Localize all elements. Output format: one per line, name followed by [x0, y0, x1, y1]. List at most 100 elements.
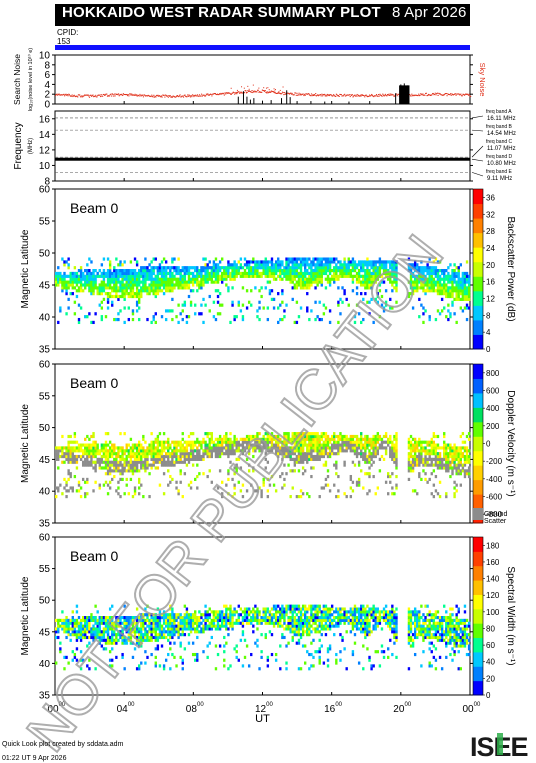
power-cell [328, 277, 332, 281]
velocity-cell [297, 457, 301, 461]
power-cell [416, 277, 419, 281]
sky-noise-point [450, 94, 452, 96]
velocity-cell [293, 449, 296, 453]
power-cell [98, 303, 101, 307]
power-cell [210, 271, 213, 276]
title-bar [55, 4, 470, 26]
velocity-cell [318, 454, 321, 459]
width-cell [187, 627, 191, 631]
power-colorbar-segment [473, 345, 483, 350]
width-cell [158, 627, 162, 631]
power-cell [125, 269, 128, 273]
power-cell [162, 277, 166, 281]
power-cell [299, 263, 303, 267]
power-cell [312, 263, 315, 267]
velocity-cell [349, 495, 353, 499]
velocity-ylabel: Magnetic Latitude [20, 404, 31, 483]
velocity-cell [210, 440, 213, 444]
sky-noise-point [465, 93, 468, 95]
sky-noise-point [369, 94, 371, 96]
velocity-cell [349, 477, 353, 482]
power-cell [428, 277, 431, 281]
power-cell [119, 280, 122, 284]
sky-noise-point [324, 95, 326, 97]
velocity-cell [264, 432, 267, 436]
power-cell [376, 271, 379, 276]
power-cell [355, 266, 359, 270]
velocity-cell [337, 449, 340, 453]
velocity-ytick-label: 35 [39, 519, 51, 530]
power-cell [445, 283, 448, 287]
power-cell [318, 271, 321, 276]
velocity-colorbar-segment [473, 472, 483, 477]
velocity-cell [189, 486, 193, 490]
velocity-colorbar-tick-label: 200 [486, 422, 500, 431]
power-cell [63, 263, 66, 267]
velocity-cell [411, 446, 415, 450]
velocity-cell [308, 454, 311, 459]
power-cell [133, 294, 137, 299]
power-cell [357, 312, 361, 316]
velocity-cell [135, 460, 139, 464]
power-cell [264, 269, 267, 273]
width-cell [173, 630, 176, 634]
sky-noise-point [458, 93, 460, 95]
power-cell [71, 277, 74, 281]
velocity-cell [69, 486, 72, 490]
velocity-cell [270, 446, 274, 450]
width-cell [135, 618, 139, 622]
frequency-operating-line [55, 157, 470, 161]
velocity-cell [202, 437, 205, 441]
velocity-cell [208, 443, 211, 447]
power-cell [67, 257, 70, 261]
power-cell [416, 283, 419, 287]
velocity-cell [218, 437, 222, 441]
velocity-cell [260, 440, 263, 444]
velocity-cell [293, 432, 296, 436]
power-cell [291, 280, 294, 284]
velocity-cell [212, 446, 216, 450]
velocity-cell [129, 449, 133, 453]
power-cell [221, 280, 224, 284]
power-cell [413, 263, 417, 267]
power-colorbar-segment [473, 316, 483, 321]
velocity-cell [389, 452, 392, 456]
sky-noise-point [377, 95, 379, 97]
sky-noise-point [146, 95, 148, 97]
power-cell [92, 269, 95, 273]
power-cell [304, 277, 307, 281]
velocity-cell [177, 457, 180, 461]
power-cell [86, 277, 89, 281]
power-cell [177, 283, 180, 287]
velocity-cell [167, 449, 170, 453]
power-cell [262, 269, 265, 273]
power-cell [67, 274, 70, 278]
power-cell [395, 289, 398, 293]
velocity-cell [138, 480, 141, 484]
sky-noise-point [349, 96, 351, 98]
velocity-cell [65, 483, 68, 487]
power-cell [229, 271, 232, 276]
power-cell [318, 317, 321, 322]
velocity-cell [418, 472, 421, 476]
velocity-cell [167, 460, 170, 464]
power-cell [465, 260, 469, 264]
power-cell [459, 289, 462, 293]
power-cell [291, 257, 294, 261]
power-cell [283, 315, 286, 319]
power-cell [409, 263, 413, 267]
power-cell [125, 280, 128, 284]
power-cell [231, 274, 234, 278]
power-cell [59, 280, 62, 284]
sky-noise-point [353, 94, 355, 96]
velocity-cell [73, 474, 77, 479]
power-cell [366, 260, 369, 264]
power-cell [206, 263, 209, 267]
power-cell [121, 263, 124, 267]
sky-noise-point [319, 94, 322, 96]
power-colorbar-segment [473, 287, 483, 292]
velocity-cell [320, 437, 323, 441]
power-cell [283, 309, 286, 313]
power-cell [119, 289, 122, 293]
velocity-ytick-label: 45 [39, 455, 51, 466]
